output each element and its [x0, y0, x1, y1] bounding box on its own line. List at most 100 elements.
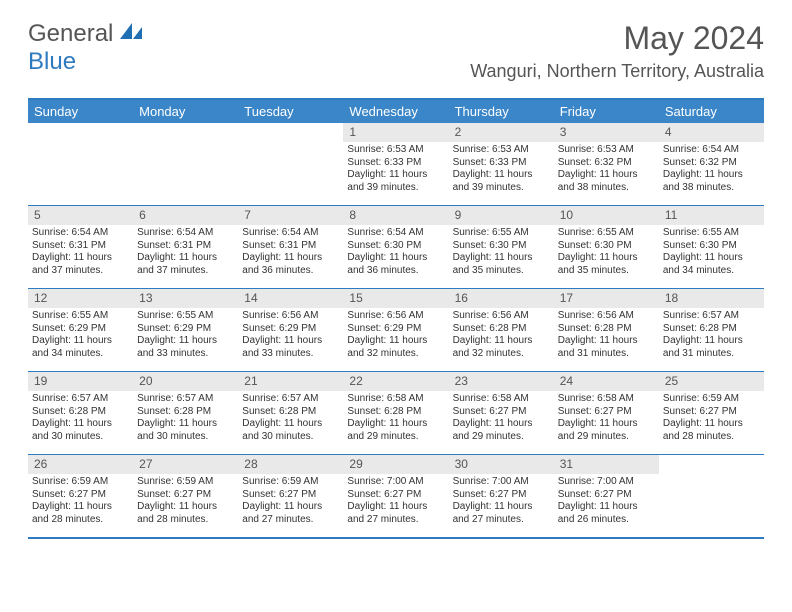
day-info: Sunrise: 6:58 AMSunset: 6:27 PMDaylight:…	[449, 391, 554, 447]
day-number: 11	[659, 206, 764, 225]
day-info: Sunrise: 6:59 AMSunset: 6:27 PMDaylight:…	[133, 474, 238, 530]
day-cell: 11Sunrise: 6:55 AMSunset: 6:30 PMDayligh…	[659, 206, 764, 288]
day-info: Sunrise: 7:00 AMSunset: 6:27 PMDaylight:…	[554, 474, 659, 530]
day-cell: 12Sunrise: 6:55 AMSunset: 6:29 PMDayligh…	[28, 289, 133, 371]
week-row: 5Sunrise: 6:54 AMSunset: 6:31 PMDaylight…	[28, 205, 764, 288]
day-header-cell: Saturday	[659, 100, 764, 123]
day-number: 14	[238, 289, 343, 308]
day-header-row: SundayMondayTuesdayWednesdayThursdayFrid…	[28, 100, 764, 123]
day-info: Sunrise: 6:57 AMSunset: 6:28 PMDaylight:…	[238, 391, 343, 447]
day-number: 22	[343, 372, 448, 391]
day-info: Sunrise: 6:54 AMSunset: 6:30 PMDaylight:…	[343, 225, 448, 281]
page-title: May 2024	[470, 20, 764, 57]
location-text: Wanguri, Northern Territory, Australia	[470, 61, 764, 82]
day-number: 18	[659, 289, 764, 308]
calendar: SundayMondayTuesdayWednesdayThursdayFrid…	[28, 98, 764, 539]
day-header-cell: Sunday	[28, 100, 133, 123]
day-number: 16	[449, 289, 554, 308]
day-info: Sunrise: 6:58 AMSunset: 6:28 PMDaylight:…	[343, 391, 448, 447]
day-number: 19	[28, 372, 133, 391]
day-number: 17	[554, 289, 659, 308]
day-info: Sunrise: 6:53 AMSunset: 6:32 PMDaylight:…	[554, 142, 659, 198]
day-info: Sunrise: 6:55 AMSunset: 6:30 PMDaylight:…	[554, 225, 659, 281]
day-cell: 3Sunrise: 6:53 AMSunset: 6:32 PMDaylight…	[554, 123, 659, 205]
day-cell: 4Sunrise: 6:54 AMSunset: 6:32 PMDaylight…	[659, 123, 764, 205]
day-cell: 26Sunrise: 6:59 AMSunset: 6:27 PMDayligh…	[28, 455, 133, 537]
day-cell	[28, 123, 133, 205]
day-info: Sunrise: 6:56 AMSunset: 6:29 PMDaylight:…	[343, 308, 448, 364]
day-number: 27	[133, 455, 238, 474]
day-cell: 14Sunrise: 6:56 AMSunset: 6:29 PMDayligh…	[238, 289, 343, 371]
day-number	[133, 123, 238, 142]
day-number: 6	[133, 206, 238, 225]
week-row: 26Sunrise: 6:59 AMSunset: 6:27 PMDayligh…	[28, 454, 764, 537]
day-cell: 27Sunrise: 6:59 AMSunset: 6:27 PMDayligh…	[133, 455, 238, 537]
day-number	[28, 123, 133, 142]
day-info: Sunrise: 6:59 AMSunset: 6:27 PMDaylight:…	[238, 474, 343, 530]
week-row: 19Sunrise: 6:57 AMSunset: 6:28 PMDayligh…	[28, 371, 764, 454]
day-number: 29	[343, 455, 448, 474]
day-header-cell: Tuesday	[238, 100, 343, 123]
day-header-cell: Thursday	[449, 100, 554, 123]
day-number: 9	[449, 206, 554, 225]
day-info: Sunrise: 7:00 AMSunset: 6:27 PMDaylight:…	[343, 474, 448, 530]
day-cell: 15Sunrise: 6:56 AMSunset: 6:29 PMDayligh…	[343, 289, 448, 371]
day-info: Sunrise: 6:58 AMSunset: 6:27 PMDaylight:…	[554, 391, 659, 447]
day-cell: 13Sunrise: 6:55 AMSunset: 6:29 PMDayligh…	[133, 289, 238, 371]
sail-icon	[120, 20, 142, 48]
day-cell: 31Sunrise: 7:00 AMSunset: 6:27 PMDayligh…	[554, 455, 659, 537]
day-info: Sunrise: 6:55 AMSunset: 6:30 PMDaylight:…	[449, 225, 554, 281]
day-info: Sunrise: 6:59 AMSunset: 6:27 PMDaylight:…	[659, 391, 764, 447]
day-info: Sunrise: 6:54 AMSunset: 6:31 PMDaylight:…	[28, 225, 133, 281]
day-number: 5	[28, 206, 133, 225]
logo-text: General Blue	[28, 20, 142, 76]
day-cell: 19Sunrise: 6:57 AMSunset: 6:28 PMDayligh…	[28, 372, 133, 454]
weeks-container: 1Sunrise: 6:53 AMSunset: 6:33 PMDaylight…	[28, 123, 764, 537]
day-info: Sunrise: 6:57 AMSunset: 6:28 PMDaylight:…	[28, 391, 133, 447]
header: General Blue May 2024 Wanguri, Northern …	[0, 0, 792, 88]
title-block: May 2024 Wanguri, Northern Territory, Au…	[470, 20, 764, 82]
day-cell: 16Sunrise: 6:56 AMSunset: 6:28 PMDayligh…	[449, 289, 554, 371]
day-info: Sunrise: 6:55 AMSunset: 6:30 PMDaylight:…	[659, 225, 764, 281]
day-info: Sunrise: 6:56 AMSunset: 6:28 PMDaylight:…	[554, 308, 659, 364]
day-info: Sunrise: 6:54 AMSunset: 6:31 PMDaylight:…	[238, 225, 343, 281]
day-cell: 30Sunrise: 7:00 AMSunset: 6:27 PMDayligh…	[449, 455, 554, 537]
day-info: Sunrise: 7:00 AMSunset: 6:27 PMDaylight:…	[449, 474, 554, 530]
week-row: 12Sunrise: 6:55 AMSunset: 6:29 PMDayligh…	[28, 288, 764, 371]
day-number: 12	[28, 289, 133, 308]
day-number: 24	[554, 372, 659, 391]
day-header-cell: Wednesday	[343, 100, 448, 123]
day-cell: 5Sunrise: 6:54 AMSunset: 6:31 PMDaylight…	[28, 206, 133, 288]
day-number: 4	[659, 123, 764, 142]
day-cell: 1Sunrise: 6:53 AMSunset: 6:33 PMDaylight…	[343, 123, 448, 205]
day-number: 25	[659, 372, 764, 391]
day-info: Sunrise: 6:56 AMSunset: 6:28 PMDaylight:…	[449, 308, 554, 364]
logo-text-2: Blue	[28, 48, 76, 75]
day-number: 23	[449, 372, 554, 391]
logo: General Blue	[28, 20, 142, 76]
day-info: Sunrise: 6:53 AMSunset: 6:33 PMDaylight:…	[343, 142, 448, 198]
week-row: 1Sunrise: 6:53 AMSunset: 6:33 PMDaylight…	[28, 123, 764, 205]
day-info: Sunrise: 6:56 AMSunset: 6:29 PMDaylight:…	[238, 308, 343, 364]
day-cell: 21Sunrise: 6:57 AMSunset: 6:28 PMDayligh…	[238, 372, 343, 454]
day-number: 30	[449, 455, 554, 474]
day-number: 28	[238, 455, 343, 474]
day-cell: 22Sunrise: 6:58 AMSunset: 6:28 PMDayligh…	[343, 372, 448, 454]
day-cell	[659, 455, 764, 537]
day-cell: 8Sunrise: 6:54 AMSunset: 6:30 PMDaylight…	[343, 206, 448, 288]
day-cell	[133, 123, 238, 205]
day-info: Sunrise: 6:59 AMSunset: 6:27 PMDaylight:…	[28, 474, 133, 530]
day-cell: 24Sunrise: 6:58 AMSunset: 6:27 PMDayligh…	[554, 372, 659, 454]
day-number: 31	[554, 455, 659, 474]
day-cell: 18Sunrise: 6:57 AMSunset: 6:28 PMDayligh…	[659, 289, 764, 371]
day-number	[659, 455, 764, 474]
day-number: 21	[238, 372, 343, 391]
day-cell: 29Sunrise: 7:00 AMSunset: 6:27 PMDayligh…	[343, 455, 448, 537]
day-number: 10	[554, 206, 659, 225]
day-cell: 28Sunrise: 6:59 AMSunset: 6:27 PMDayligh…	[238, 455, 343, 537]
day-cell: 23Sunrise: 6:58 AMSunset: 6:27 PMDayligh…	[449, 372, 554, 454]
day-info: Sunrise: 6:54 AMSunset: 6:31 PMDaylight:…	[133, 225, 238, 281]
day-cell	[238, 123, 343, 205]
day-info: Sunrise: 6:55 AMSunset: 6:29 PMDaylight:…	[28, 308, 133, 364]
day-number: 7	[238, 206, 343, 225]
